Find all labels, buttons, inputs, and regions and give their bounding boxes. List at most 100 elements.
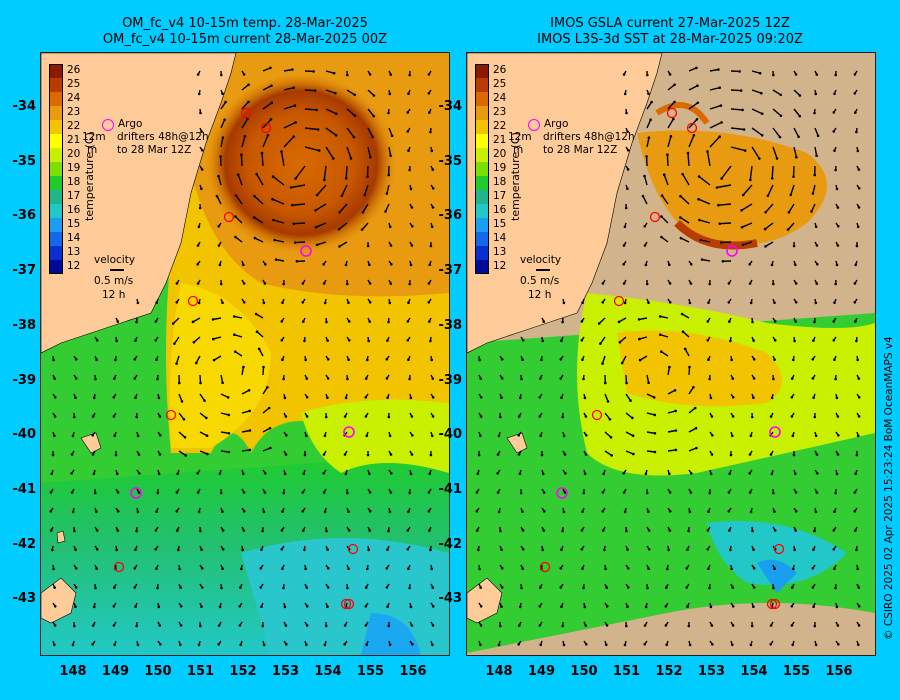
lat-tick-label: -41 [2, 482, 36, 497]
velocity-arrowhead [302, 491, 305, 494]
velocity-arrowhead [135, 416, 138, 419]
velocity-arrowhead [833, 320, 836, 323]
velocity-arrowhead [563, 644, 566, 647]
velocity-arrowhead [327, 358, 330, 361]
velocity-arrowhead [386, 377, 389, 380]
velocity-arrowhead [856, 568, 859, 571]
velocity-arrowhead [95, 510, 98, 513]
velocity-arrowhead [476, 510, 479, 513]
velocity-arrowhead [365, 377, 368, 380]
velocity-arrowhead [668, 473, 671, 476]
velocity-arrowhead [856, 359, 859, 362]
velocity-arrowhead [497, 491, 500, 494]
velocity-arrowhead [708, 378, 711, 381]
velocity-arrowhead [249, 429, 252, 432]
velocity-arrowhead [752, 605, 755, 608]
velocity-arrowhead [176, 491, 179, 494]
velocity-arrowhead [386, 586, 389, 589]
velocity-arrowhead [812, 586, 815, 589]
velocity-arrowhead [53, 644, 56, 647]
left-panel-title: OM_fc_v4 10-15m temp. 28-Mar-2025 OM_fc_… [40, 16, 450, 48]
velocity-arrowhead [281, 339, 284, 342]
lat-tick-label: -43 [428, 591, 462, 606]
velocity-arrowhead [520, 492, 523, 495]
velocity-arrowhead [674, 389, 677, 392]
velocity-arrowhead [774, 339, 777, 342]
velocity-arrowhead [303, 549, 306, 552]
velocity-arrowhead [333, 72, 336, 75]
velocity-arrow [731, 90, 741, 91]
velocity-arrowhead [561, 530, 564, 533]
velocity-arrowhead [369, 301, 372, 304]
velocity-arrowhead [75, 586, 78, 589]
velocity-arrowhead [813, 530, 816, 533]
velocity-arrowhead [771, 264, 774, 267]
velocity-arrowhead [317, 128, 320, 131]
velocity-arrowhead [584, 397, 587, 400]
velocity-arrowhead [684, 348, 687, 351]
colorbar-tick-label: 15 [493, 218, 506, 230]
velocity-arrowhead [50, 510, 53, 513]
velocity-arrowhead [585, 453, 588, 456]
velocity-arrowhead [199, 207, 202, 210]
velocity-arrowhead [728, 282, 731, 285]
velocity-arrowhead [648, 529, 651, 532]
velocity-arrowhead [581, 358, 584, 361]
velocity-arrowhead [716, 186, 719, 189]
velocity-arrowhead [690, 472, 693, 475]
velocity-arrowhead [411, 643, 414, 646]
legend-velocity-scale: 0.5 m/s [94, 275, 133, 287]
velocity-arrowhead [269, 447, 272, 450]
velocity-arrowhead [750, 302, 753, 305]
velocity-arrowhead [240, 568, 243, 571]
velocity-arrowhead [690, 263, 693, 266]
velocity-arrowhead [386, 358, 389, 361]
lon-tick-label: 148 [58, 664, 88, 679]
velocity-arrowhead [627, 586, 630, 589]
velocity-arrowhead [681, 173, 684, 176]
velocity-arrowhead [431, 150, 434, 153]
velocity-arrowhead [855, 549, 858, 552]
velocity-arrowhead [93, 473, 96, 476]
velocity-arrowhead [631, 417, 634, 420]
velocity-arrowhead [659, 333, 662, 336]
velocity-arrowhead [543, 529, 546, 532]
velocity-arrowhead [306, 415, 309, 418]
velocity-arrowhead [155, 339, 158, 342]
velocity-arrowhead [753, 567, 756, 570]
warm-core-eddy [206, 73, 396, 253]
velocity-arrow [305, 109, 317, 110]
velocity-arrowhead [643, 225, 646, 228]
colorbar-tick-label: 20 [493, 148, 506, 160]
velocity-arrowhead [296, 260, 299, 263]
velocity-arrowhead [263, 644, 266, 647]
velocity-arrowhead [270, 84, 273, 87]
velocity-arrowhead [833, 92, 836, 95]
velocity-arrowhead [51, 473, 54, 476]
velocity-arrowhead [498, 644, 501, 647]
velocity-arrowhead [650, 101, 653, 104]
velocity-arrowhead [217, 225, 220, 228]
velocity-arrowhead [795, 301, 798, 304]
velocity-arrowhead [788, 211, 791, 214]
velocity-arrowhead [837, 244, 840, 247]
velocity-arrowhead [338, 211, 341, 214]
velocity-arrowhead [753, 586, 756, 589]
velocity-arrowhead [159, 453, 162, 456]
velocity-arrowhead [75, 567, 78, 570]
velocity-arrowhead [332, 157, 335, 160]
colorbar-tick-label: 26 [493, 64, 506, 76]
velocity-arrowhead [599, 342, 602, 345]
velocity-arrowhead [795, 510, 798, 513]
velocity-arrowhead [564, 472, 567, 475]
left-title-line1: OM_fc_v4 10-15m temp. 28-Mar-2025 [40, 16, 450, 32]
velocity-arrowhead [624, 511, 627, 514]
velocity-arrowhead [627, 567, 630, 570]
velocity-arrowhead [837, 415, 840, 418]
colorbar-tick-label: 24 [67, 92, 80, 104]
velocity-arrowhead [199, 625, 202, 628]
velocity-arrowhead [348, 529, 351, 532]
velocity-arrowhead [728, 529, 731, 532]
velocity-arrowhead [93, 606, 96, 609]
velocity-arrowhead [602, 529, 605, 532]
